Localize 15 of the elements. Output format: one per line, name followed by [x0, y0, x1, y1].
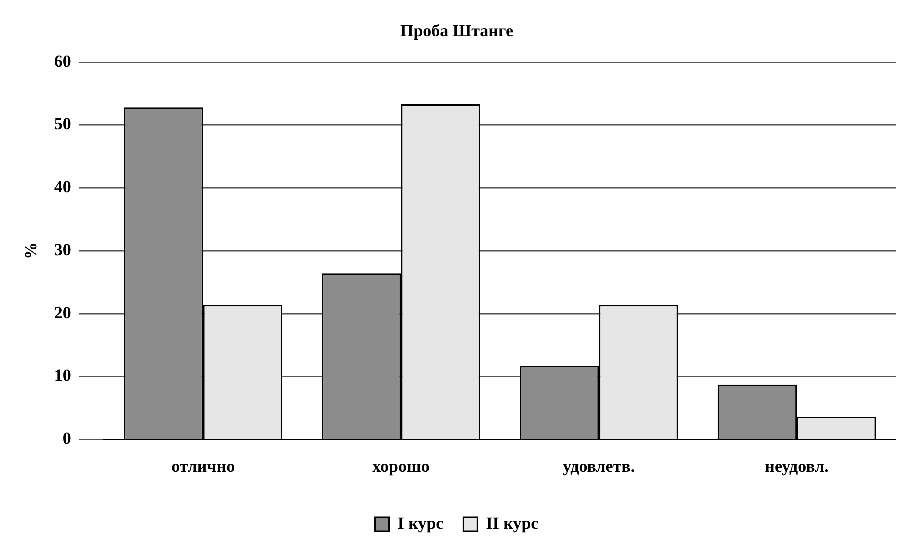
y-tick-label: 20	[54, 303, 72, 322]
y-tick-label: 10	[54, 366, 72, 386]
y-axis-title: %	[22, 242, 41, 260]
x-tick-label: удовлетв.	[563, 457, 636, 476]
y-tick-label: 40	[54, 178, 72, 197]
y-tick-label: 60	[54, 52, 72, 71]
legend-label: I курс	[398, 514, 444, 533]
legend-label: II курс	[486, 514, 540, 533]
x-tick-label: неудовл.	[765, 457, 829, 476]
x-tick-label: хорошо	[372, 457, 430, 476]
y-tick-label: 0	[62, 428, 72, 448]
chart-title: Проба Штанге	[400, 22, 514, 41]
y-tick-label: 50	[54, 114, 72, 134]
y-tick-label: 30	[54, 240, 72, 260]
x-tick-label: отлично	[172, 457, 236, 476]
